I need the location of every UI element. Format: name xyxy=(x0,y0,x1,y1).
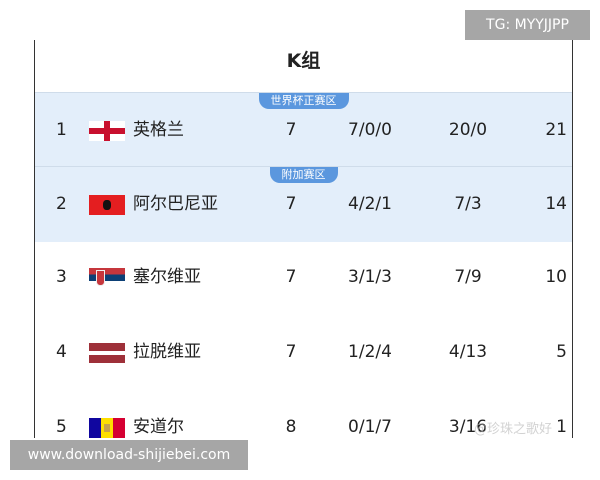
rank: 2 xyxy=(56,194,67,214)
table-row[interactable]: 附加赛区 2 阿尔巴尼亚 7 4/2/1 7/3 14 xyxy=(35,166,572,242)
rank: 4 xyxy=(56,342,67,362)
latvia-flag-icon xyxy=(89,343,125,363)
rank: 5 xyxy=(56,417,67,437)
points: 5 xyxy=(556,342,567,362)
points: 14 xyxy=(545,194,567,214)
goals: 7/9 xyxy=(454,267,482,287)
table-row[interactable]: 4 拉脱维亚 7 1/2/4 4/13 5 xyxy=(35,315,572,390)
played: 7 xyxy=(285,267,297,287)
played: 7 xyxy=(285,342,297,362)
albania-flag-icon xyxy=(89,195,125,215)
zone-badge-qualified: 世界杯正赛区 xyxy=(258,93,349,109)
goals: 4/13 xyxy=(448,342,488,362)
team-name: 安道尔 xyxy=(133,417,184,437)
goals: 3/16 xyxy=(448,417,488,437)
team-name: 阿尔巴尼亚 xyxy=(133,194,218,214)
points: 10 xyxy=(545,267,567,287)
england-flag-icon xyxy=(89,121,125,141)
top-watermark: TG: MYYJJPP xyxy=(465,10,590,40)
serbia-flag-icon xyxy=(89,268,125,288)
zone-badge-playoff: 附加赛区 xyxy=(269,167,338,183)
table-row[interactable]: 5 安道尔 8 0/1/7 3/16 1 @珍珠之歌好 xyxy=(35,390,572,438)
win-draw-loss: 1/2/4 xyxy=(348,342,392,362)
team-name: 拉脱维亚 xyxy=(133,342,201,362)
table-row[interactable]: 世界杯正赛区 1 英格兰 7 7/0/0 20/0 21 xyxy=(35,92,572,168)
played: 8 xyxy=(285,417,297,437)
goals: 20/0 xyxy=(448,120,488,140)
table-row[interactable]: 3 塞尔维亚 7 3/1/3 7/9 10 xyxy=(35,240,572,315)
rank: 1 xyxy=(56,120,67,140)
standings-card: K组 世界杯正赛区 1 英格兰 7 7/0/0 20/0 21 附加赛区 2 阿… xyxy=(34,40,573,438)
team-name: 英格兰 xyxy=(133,120,184,140)
points: 1 xyxy=(556,417,567,437)
played: 7 xyxy=(285,194,297,214)
andorra-flag-icon xyxy=(89,418,125,438)
win-draw-loss: 7/0/0 xyxy=(348,120,392,140)
bottom-watermark: www.download-shijiebei.com xyxy=(10,440,248,470)
win-draw-loss: 3/1/3 xyxy=(348,267,392,287)
played: 7 xyxy=(285,120,297,140)
win-draw-loss: 0/1/7 xyxy=(348,417,392,437)
goals: 7/3 xyxy=(454,194,482,214)
group-title: K组 xyxy=(286,50,321,72)
points: 21 xyxy=(545,120,567,140)
rank: 3 xyxy=(56,267,67,287)
win-draw-loss: 4/2/1 xyxy=(348,194,392,214)
inline-watermark: @珍珠之歌好 xyxy=(473,422,552,437)
team-name: 塞尔维亚 xyxy=(133,267,201,287)
